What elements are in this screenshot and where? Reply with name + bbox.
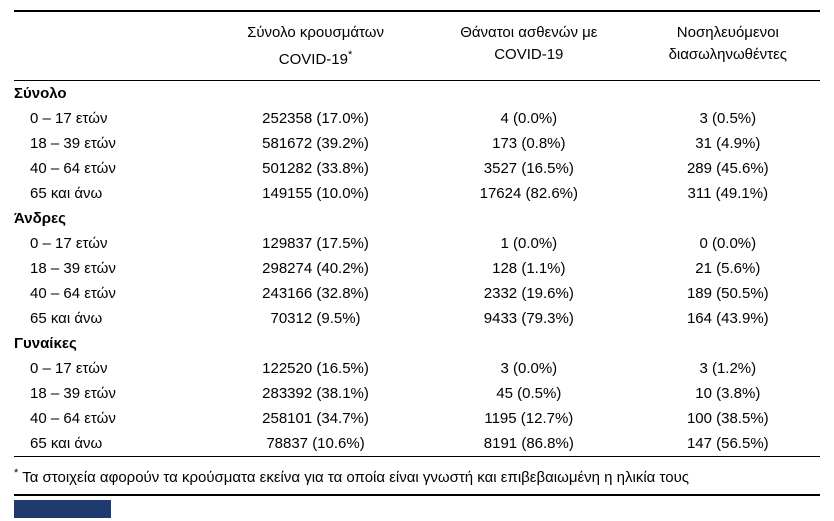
- cases-cell: 298274 (40.2%): [262, 260, 369, 277]
- table-row: 0 – 17 ετών 252358 (17.0%) 4 (0.0%) 3 (0…: [14, 106, 820, 131]
- row-label: 65 και άνω: [30, 310, 103, 327]
- table-row: 65 και άνω 70312 (9.5%) 9433 (79.3%) 164…: [14, 306, 820, 331]
- covid-age-table: Σύνολο κρουσμάτων COVID-19* Θάνατοι ασθε…: [14, 10, 820, 457]
- intubated-cell: 100 (38.5%): [686, 410, 769, 427]
- cases-cell: 149155 (10.0%): [262, 185, 369, 202]
- table-row: 65 και άνω 149155 (10.0%) 17624 (82.6%) …: [14, 181, 820, 206]
- intubated-cell: 3 (1.2%): [699, 360, 757, 377]
- intubated-cell: 311 (49.1%): [687, 185, 769, 202]
- deaths-cell: 128 (1.1%): [492, 260, 566, 277]
- cases-cell: 243166 (32.8%): [262, 285, 369, 302]
- table-row: 0 – 17 ετών 129837 (17.5%) 1 (0.0%) 0 (0…: [14, 231, 820, 256]
- footer-brand-block: [14, 500, 111, 518]
- table-row: 40 – 64 ετών 243166 (32.8%) 2332 (19.6%)…: [14, 281, 820, 306]
- deaths-cell: 3527 (16.5%): [483, 160, 574, 177]
- section-label: Άνδρες: [14, 210, 66, 227]
- intubated-cell: 10 (3.8%): [695, 385, 761, 402]
- row-label: 0 – 17 ετών: [30, 235, 108, 252]
- cases-cell: 252358 (17.0%): [262, 110, 369, 127]
- table-row: 18 – 39 ετών 581672 (39.2%) 173 (0.8%) 3…: [14, 131, 820, 156]
- col-header-deaths-line2: COVID-19: [494, 46, 564, 63]
- table-row: 40 – 64 ετών 501282 (33.8%) 3527 (16.5%)…: [14, 156, 820, 181]
- col-header-cases: Σύνολο κρουσμάτων COVID-19*: [209, 11, 423, 81]
- col-header-deaths-line1: Θάνατοι ασθενών με: [460, 24, 598, 41]
- intubated-cell: 164 (43.9%): [686, 310, 769, 327]
- row-label: 18 – 39 ετών: [30, 135, 116, 152]
- row-label: 65 και άνω: [30, 185, 103, 202]
- cases-cell: 122520 (16.5%): [262, 360, 369, 377]
- section-header-row: Σύνολο: [14, 81, 820, 107]
- col-header-intubated-line2: διασωληνωθέντες: [668, 46, 788, 63]
- footnote-text: Τα στοιχεία αφορούν τα κρούσματα εκείνα …: [22, 469, 690, 486]
- deaths-cell: 8191 (86.8%): [483, 435, 574, 452]
- col-header-intubated: Νοσηλευόμενοι διασωληνωθέντες: [635, 11, 820, 81]
- row-label: 0 – 17 ετών: [30, 110, 108, 127]
- cases-cell: 129837 (17.5%): [262, 235, 369, 252]
- col-header-cases-line1: Σύνολο κρουσμάτων: [247, 24, 384, 41]
- table-row: 65 και άνω 78837 (10.6%) 8191 (86.8%) 14…: [14, 431, 820, 457]
- deaths-cell: 17624 (82.6%): [479, 185, 579, 202]
- deaths-cell: 45 (0.5%): [496, 385, 562, 402]
- footnote-marker: *: [14, 467, 19, 479]
- row-label: 18 – 39 ετών: [30, 385, 116, 402]
- section-header-row: Άνδρες: [14, 206, 820, 231]
- deaths-cell: 4 (0.0%): [500, 110, 558, 127]
- footnote: * Τα στοιχεία αφορούν τα κρούσματα εκείν…: [14, 457, 820, 496]
- cases-cell: 501282 (33.8%): [262, 160, 369, 177]
- table-row: 18 – 39 ετών 283392 (38.1%) 45 (0.5%) 10…: [14, 381, 820, 406]
- intubated-cell: 21 (5.6%): [695, 260, 761, 277]
- section-label: Γυναίκες: [14, 335, 77, 352]
- section-label: Σύνολο: [14, 85, 67, 102]
- deaths-cell: 2332 (19.6%): [483, 285, 574, 302]
- col-header-cases-line2: COVID-19: [278, 51, 348, 68]
- row-label: 40 – 64 ετών: [30, 160, 116, 177]
- table-header: Σύνολο κρουσμάτων COVID-19* Θάνατοι ασθε…: [14, 11, 820, 81]
- row-label: 0 – 17 ετών: [30, 360, 108, 377]
- row-label: 40 – 64 ετών: [30, 285, 116, 302]
- table-row: 40 – 64 ετών 258101 (34.7%) 1195 (12.7%)…: [14, 406, 820, 431]
- table-body: Σύνολο 0 – 17 ετών 252358 (17.0%) 4 (0.0…: [14, 81, 820, 457]
- cases-cell: 70312 (9.5%): [270, 310, 361, 327]
- intubated-cell: 31 (4.9%): [695, 135, 761, 152]
- intubated-cell: 147 (56.5%): [686, 435, 769, 452]
- cases-cell: 283392 (38.1%): [262, 385, 369, 402]
- deaths-cell: 3 (0.0%): [500, 360, 558, 377]
- cases-footnote-marker: *: [347, 49, 353, 61]
- row-label: 18 – 39 ετών: [30, 260, 116, 277]
- row-label: 65 και άνω: [30, 435, 103, 452]
- deaths-cell: 1 (0.0%): [500, 235, 558, 252]
- table-row: 0 – 17 ετών 122520 (16.5%) 3 (0.0%) 3 (1…: [14, 356, 820, 381]
- cases-cell: 78837 (10.6%): [266, 435, 365, 452]
- deaths-cell: 1195 (12.7%): [484, 410, 574, 427]
- section-header-row: Γυναίκες: [14, 331, 820, 356]
- col-header-deaths: Θάνατοι ασθενών με COVID-19: [422, 11, 636, 81]
- deaths-cell: 173 (0.8%): [492, 135, 566, 152]
- row-label: 40 – 64 ετών: [30, 410, 116, 427]
- table-row: 18 – 39 ετών 298274 (40.2%) 128 (1.1%) 2…: [14, 256, 820, 281]
- intubated-cell: 3 (0.5%): [699, 110, 757, 127]
- empty-header-cell: [14, 11, 209, 81]
- intubated-cell: 0 (0.0%): [699, 235, 757, 252]
- cases-cell: 258101 (34.7%): [262, 410, 369, 427]
- cases-cell: 581672 (39.2%): [262, 135, 369, 152]
- deaths-cell: 9433 (79.3%): [483, 310, 574, 327]
- intubated-cell: 189 (50.5%): [686, 285, 769, 302]
- col-header-intubated-line1: Νοσηλευόμενοι: [676, 24, 779, 41]
- intubated-cell: 289 (45.6%): [686, 160, 769, 177]
